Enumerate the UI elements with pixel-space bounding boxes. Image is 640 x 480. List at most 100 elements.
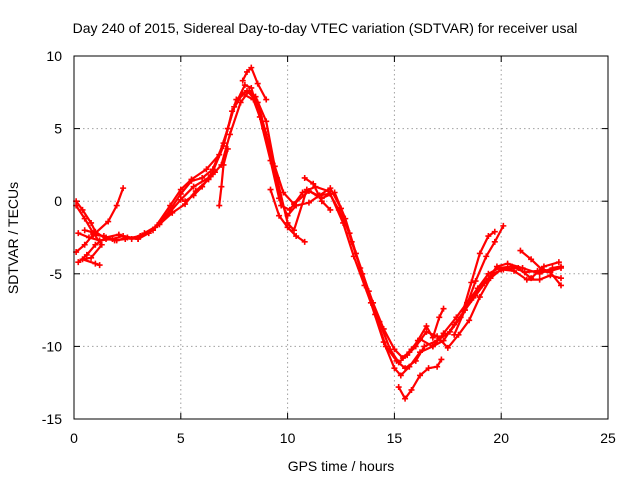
data-point (263, 118, 270, 125)
data-point (466, 317, 473, 324)
data-point (79, 256, 86, 263)
series-arc-11 (301, 174, 334, 213)
y-tick-label: -10 (42, 338, 62, 354)
data-point (301, 174, 308, 181)
y-tick-label: -15 (42, 411, 62, 427)
data-point (423, 323, 430, 330)
grid (74, 56, 608, 419)
series-group (73, 64, 565, 402)
series-arc-4 (75, 87, 562, 372)
data-point (120, 185, 127, 192)
data-point (310, 180, 317, 187)
data-point (79, 206, 86, 213)
data-point (429, 343, 436, 350)
data-point (218, 183, 225, 190)
data-point (459, 308, 466, 315)
data-point (169, 209, 176, 216)
data-point (284, 224, 291, 231)
data-point (485, 233, 492, 240)
data-point (478, 282, 485, 289)
data-point (224, 145, 231, 152)
data-point (538, 266, 545, 273)
data-point (75, 230, 82, 237)
data-point (434, 363, 441, 370)
x-tick-label: 25 (600, 430, 616, 446)
data-point (391, 365, 398, 372)
data-point (393, 357, 400, 364)
data-point (558, 264, 565, 271)
x-axis-label: GPS time / hours (288, 458, 395, 474)
data-point (318, 198, 325, 205)
data-point (412, 357, 419, 364)
data-point (190, 192, 197, 199)
data-point (81, 215, 88, 222)
data-point (436, 314, 443, 321)
data-point (182, 198, 189, 205)
series-arc-14 (451, 222, 507, 338)
chart-title: Day 240 of 2015, Sidereal Day-to-day VTE… (73, 20, 578, 36)
data-point (301, 238, 308, 245)
data-point (504, 260, 511, 267)
series-arc-13 (406, 305, 447, 356)
data-point (489, 270, 496, 277)
data-point (500, 222, 507, 229)
data-point (92, 260, 99, 267)
series-line (77, 89, 561, 370)
data-point (207, 172, 214, 179)
y-axis-label: SDTVAR / TECUs (5, 182, 21, 294)
data-point (340, 219, 347, 226)
data-point (177, 196, 184, 203)
y-tick-label: 0 (54, 193, 62, 209)
data-point (203, 166, 210, 173)
data-point (372, 311, 379, 318)
data-point (239, 90, 246, 97)
data-point (491, 238, 498, 245)
data-point (254, 80, 261, 87)
series-arc-8 (216, 145, 231, 209)
data-point (239, 77, 246, 84)
data-point (517, 247, 524, 254)
data-point (402, 365, 409, 372)
series-line (74, 83, 563, 360)
data-point (128, 235, 135, 242)
data-point (500, 266, 507, 273)
data-point (199, 174, 206, 181)
data-point (241, 82, 248, 89)
data-point (327, 206, 334, 213)
x-tick-label: 10 (280, 430, 296, 446)
series-arc-6 (81, 185, 127, 237)
axis-ticks: 0 5 10 15 20 25 -15 -10 -5 0 5 10 (42, 48, 616, 446)
data-point (515, 264, 522, 271)
data-point (263, 96, 270, 103)
data-point (246, 87, 253, 94)
data-point (408, 386, 415, 393)
data-point (199, 183, 206, 190)
data-point (476, 294, 483, 301)
data-point (528, 256, 535, 263)
data-point (440, 305, 447, 312)
data-point (98, 241, 105, 248)
data-point (429, 334, 436, 341)
data-point (273, 174, 280, 181)
data-point (468, 279, 475, 286)
data-point (252, 93, 259, 100)
data-point (267, 186, 274, 193)
data-point (472, 278, 479, 285)
data-point (451, 331, 458, 338)
x-tick-label: 0 (70, 430, 78, 446)
data-point (558, 282, 565, 289)
data-point (417, 372, 424, 379)
data-point (558, 275, 565, 282)
y-tick-label: -5 (50, 266, 63, 282)
data-point (555, 259, 562, 266)
x-tick-label: 5 (177, 430, 185, 446)
data-point (88, 219, 95, 226)
x-tick-label: 15 (387, 430, 403, 446)
data-point (361, 282, 368, 289)
data-point (528, 275, 535, 282)
data-point (211, 169, 218, 176)
data-point (105, 218, 112, 225)
data-point (327, 190, 334, 197)
y-tick-label: 5 (54, 121, 62, 137)
data-point (103, 234, 110, 241)
